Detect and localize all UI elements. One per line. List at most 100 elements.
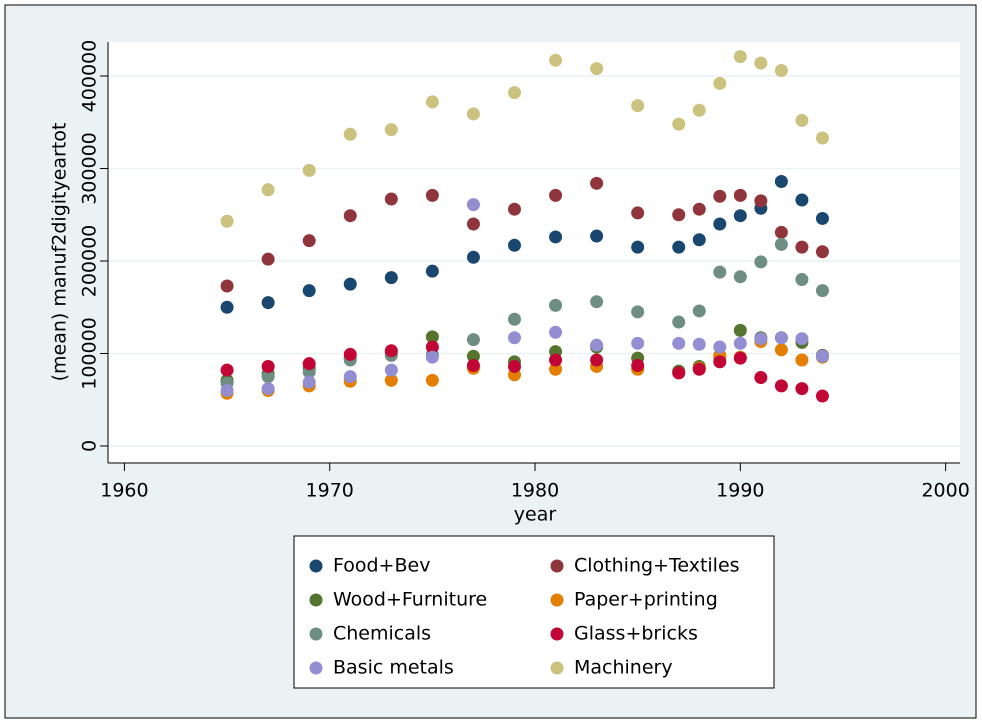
data-point <box>507 331 521 345</box>
data-point <box>713 355 727 369</box>
data-point <box>343 370 357 384</box>
data-point <box>343 347 357 361</box>
data-point <box>384 344 398 358</box>
data-point <box>507 202 521 216</box>
data-point <box>713 76 727 90</box>
data-point <box>733 270 747 284</box>
legend-marker <box>550 559 564 573</box>
data-point <box>631 99 645 113</box>
data-point <box>815 131 829 145</box>
data-point <box>733 323 747 337</box>
data-point <box>692 304 706 318</box>
legend-label: Basic metals <box>333 657 454 679</box>
data-point <box>466 359 480 373</box>
data-point <box>692 233 706 247</box>
data-point <box>713 265 727 279</box>
data-point <box>425 95 439 109</box>
data-point <box>549 53 563 67</box>
legend-marker <box>550 593 564 607</box>
data-point <box>815 389 829 403</box>
data-point <box>466 250 480 264</box>
legend-marker <box>550 627 564 641</box>
data-point <box>384 363 398 377</box>
data-point <box>302 163 316 177</box>
data-point <box>795 273 809 287</box>
data-point <box>507 86 521 100</box>
data-point <box>672 117 686 131</box>
data-point <box>302 234 316 248</box>
data-point <box>590 295 604 309</box>
y-axis-title: (mean) manuf2digityeartot <box>49 123 71 382</box>
data-point <box>672 366 686 380</box>
data-point <box>631 359 645 373</box>
data-point <box>425 373 439 387</box>
data-point <box>343 277 357 291</box>
data-point <box>795 240 809 254</box>
data-point <box>795 332 809 346</box>
data-point <box>774 343 788 357</box>
data-point <box>425 188 439 202</box>
x-tick-label: 1970 <box>306 480 354 502</box>
data-point <box>220 279 234 293</box>
data-point <box>425 330 439 344</box>
data-point <box>425 350 439 364</box>
data-point <box>220 363 234 377</box>
legend-label: Food+Bev <box>333 555 430 577</box>
data-point <box>343 127 357 141</box>
legend-marker <box>309 661 323 675</box>
data-point <box>261 370 275 384</box>
data-point <box>425 340 439 354</box>
y-tick-label: 300000 <box>79 132 101 205</box>
data-point <box>631 206 645 220</box>
data-point <box>549 353 563 367</box>
data-point <box>774 237 788 251</box>
legend-label: Wood+Furniture <box>333 589 487 611</box>
data-point <box>672 336 686 350</box>
data-point <box>549 325 563 339</box>
data-point <box>261 252 275 266</box>
data-point <box>261 359 275 373</box>
data-point <box>466 217 480 231</box>
data-point <box>384 271 398 285</box>
data-point <box>672 240 686 254</box>
data-point <box>733 188 747 202</box>
data-point <box>384 192 398 206</box>
legend-label: Clothing+Textiles <box>574 555 740 577</box>
data-point <box>384 123 398 137</box>
data-point <box>815 349 829 363</box>
data-point <box>815 211 829 225</box>
data-point <box>733 209 747 223</box>
data-point <box>774 331 788 345</box>
data-point <box>672 315 686 329</box>
data-point <box>549 230 563 244</box>
data-point <box>692 103 706 117</box>
data-point <box>220 300 234 314</box>
data-point <box>774 225 788 239</box>
x-tick-label: 1990 <box>716 480 764 502</box>
data-point <box>425 264 439 278</box>
data-point <box>713 217 727 231</box>
data-point <box>692 337 706 351</box>
data-point <box>733 351 747 365</box>
legend-label: Chemicals <box>333 623 431 645</box>
data-point <box>507 359 521 373</box>
data-point <box>754 255 768 269</box>
y-tick-label: 0 <box>79 440 101 452</box>
data-point <box>302 375 316 389</box>
data-point <box>795 193 809 207</box>
plot-area <box>108 42 960 463</box>
data-point <box>774 174 788 188</box>
data-point <box>302 284 316 298</box>
data-point <box>774 63 788 77</box>
legend-label: Glass+bricks <box>574 623 698 645</box>
data-point <box>754 371 768 385</box>
data-point <box>590 353 604 367</box>
data-point <box>466 198 480 212</box>
data-point <box>774 379 788 393</box>
data-point <box>466 349 480 363</box>
data-point <box>692 202 706 216</box>
data-point <box>631 336 645 350</box>
data-point <box>261 183 275 197</box>
data-point <box>220 383 234 397</box>
